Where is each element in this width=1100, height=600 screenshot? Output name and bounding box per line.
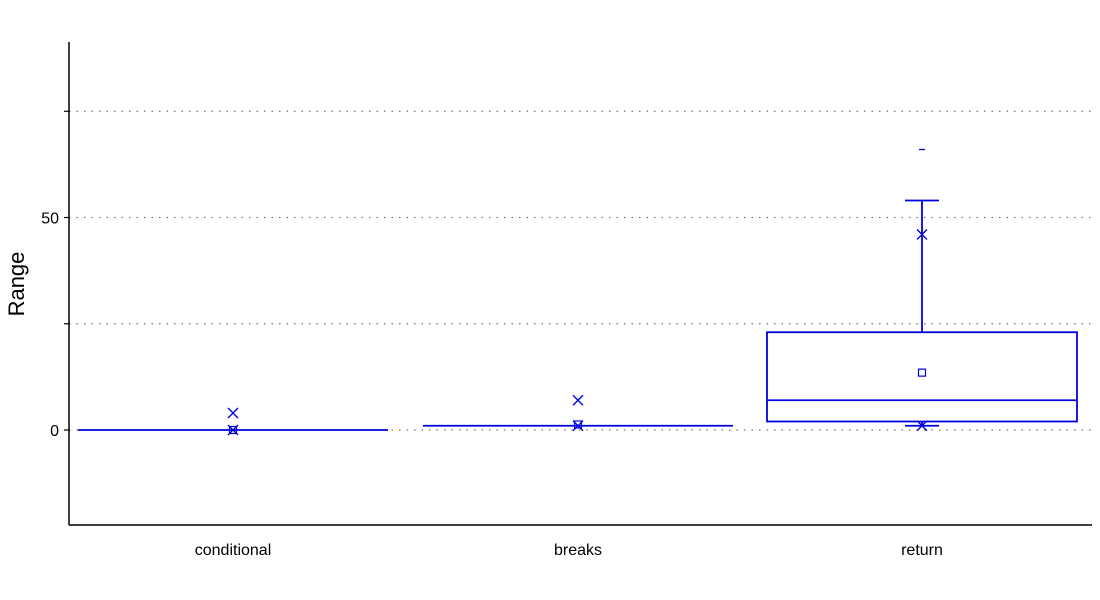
- boxes: [78, 148, 1078, 436]
- max-marker-stroke: [227, 407, 239, 419]
- y-tick-label: 0: [50, 423, 59, 440]
- max-marker: [572, 394, 584, 406]
- max-marker: [916, 229, 928, 240]
- axes: [68, 42, 1092, 526]
- x-tick-label: return: [901, 542, 943, 559]
- y-tick-label: 50: [41, 211, 59, 228]
- box-breaks: [423, 394, 733, 432]
- mean-marker: [573, 420, 583, 429]
- gridlines: [69, 110, 1092, 431]
- box-conditional: [78, 407, 388, 436]
- max-marker: [227, 407, 239, 419]
- min-marker-stroke: [916, 420, 928, 432]
- mean-marker: [228, 425, 238, 435]
- y-axis-title: Range: [4, 252, 29, 317]
- min-marker: [916, 420, 928, 432]
- box-return: [766, 148, 1078, 432]
- box-iqr: [766, 331, 1078, 423]
- max-marker-stroke: [916, 229, 928, 240]
- x-tick-label: conditional: [195, 542, 272, 559]
- y-ticks: 0 50: [41, 110, 69, 440]
- mean-marker: [917, 368, 927, 377]
- max-marker-stroke: [572, 394, 584, 406]
- x-tick-label: breaks: [554, 542, 602, 559]
- x-tick-labels: conditional breaks return: [195, 542, 943, 559]
